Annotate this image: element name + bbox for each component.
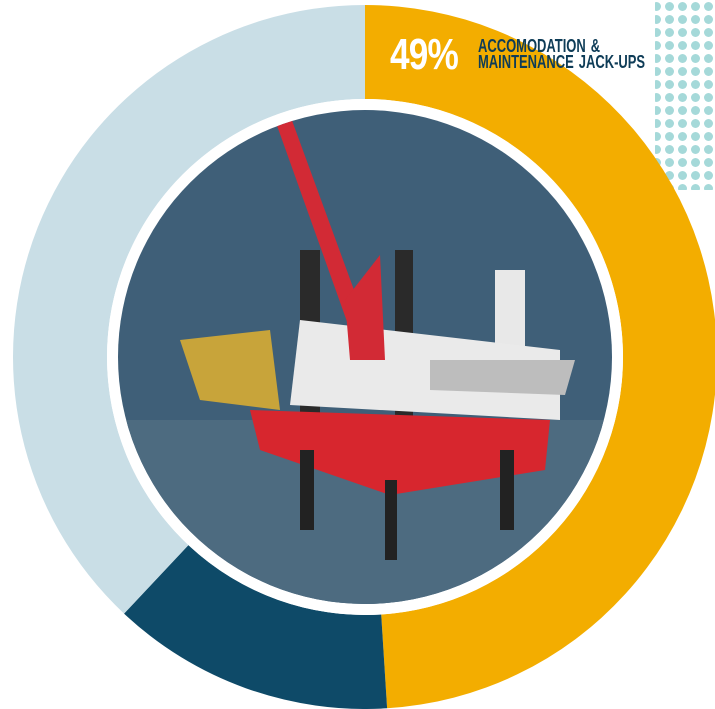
photo	[118, 110, 612, 604]
donut-segment	[12, 5, 366, 614]
category-label: ACCOMODATION & MAINTENANCE JACK-UPS	[478, 36, 646, 72]
dot-pattern	[655, 0, 715, 190]
donut-segment	[365, 5, 715, 709]
donut-segment	[124, 545, 388, 709]
value-label: 49%	[390, 30, 459, 79]
